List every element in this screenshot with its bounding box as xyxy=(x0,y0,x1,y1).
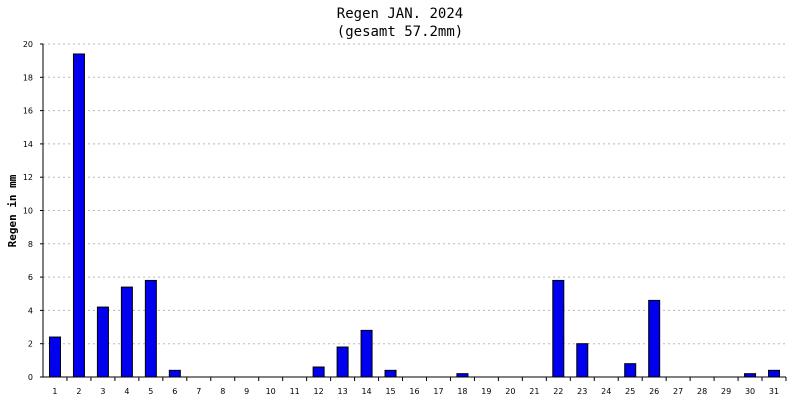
x-tick-label: 10 xyxy=(266,387,276,396)
y-tick-labels: 0 2 4 6 8 10 12 14 16 18 20 xyxy=(23,40,33,382)
x-tick-label: 24 xyxy=(601,387,611,396)
x-tick-labels: 1 2 3 4 5 6 7 8 9 10 11 12 13 14 15 16 17 18 19 20 21 22 23 24 2… xyxy=(52,387,779,396)
x-tick-label: 16 xyxy=(409,387,419,396)
bar xyxy=(552,279,565,378)
x-tick-label: 27 xyxy=(673,387,683,396)
x-tick-label: 13 xyxy=(338,387,348,396)
x-tick-label: 14 xyxy=(361,387,371,396)
bar xyxy=(384,369,397,378)
y-tick-label: 6 xyxy=(28,273,33,282)
y-tick-label: 12 xyxy=(23,173,33,182)
y-tick-label: 16 xyxy=(23,107,33,116)
y-tick-label: 20 xyxy=(23,40,33,49)
bar xyxy=(336,346,349,378)
bar xyxy=(576,343,589,378)
x-tick-label: 1 xyxy=(52,387,57,396)
x-tick-label: 4 xyxy=(124,387,129,396)
x-tick-label: 12 xyxy=(314,387,324,396)
bar xyxy=(48,336,61,378)
bar xyxy=(96,306,109,378)
x-tick-label: 30 xyxy=(745,387,755,396)
x-tick-label: 6 xyxy=(172,387,177,396)
chart-title: Regen JAN. 2024 xyxy=(337,6,463,22)
bar xyxy=(168,369,181,378)
grid-lines xyxy=(43,43,786,345)
x-tick-label: 29 xyxy=(721,387,731,396)
x-tick-label: 21 xyxy=(529,387,539,396)
bar xyxy=(72,53,85,378)
bar xyxy=(144,279,157,378)
y-tick-label: 14 xyxy=(23,140,33,149)
bar xyxy=(648,299,661,378)
bar xyxy=(624,363,637,378)
x-tick-label: 15 xyxy=(385,387,395,396)
x-tick-label: 26 xyxy=(649,387,659,396)
y-tick-label: 8 xyxy=(28,240,33,249)
axes xyxy=(40,43,787,381)
x-tick-label: 31 xyxy=(769,387,779,396)
bar xyxy=(768,369,781,378)
x-tick-label: 25 xyxy=(625,387,635,396)
x-tick-label: 28 xyxy=(697,387,707,396)
x-tick-label: 18 xyxy=(457,387,467,396)
y-tick-label: 2 xyxy=(28,340,33,349)
y-tick-label: 0 xyxy=(28,373,33,382)
x-tick-label: 20 xyxy=(505,387,515,396)
x-tick-label: 19 xyxy=(481,387,491,396)
y-axis-label: Regen in mm xyxy=(6,174,19,247)
x-tick-label: 2 xyxy=(76,387,81,396)
x-tick-label: 11 xyxy=(290,387,300,396)
x-tick-label: 7 xyxy=(196,387,201,396)
x-tick-label: 23 xyxy=(577,387,587,396)
y-tick-label: 18 xyxy=(23,73,33,82)
bar xyxy=(312,366,325,378)
x-tick-label: 5 xyxy=(148,387,153,396)
bar xyxy=(360,329,373,378)
bar xyxy=(120,286,133,378)
x-tick-label: 3 xyxy=(100,387,105,396)
y-tick-label: 10 xyxy=(23,207,33,216)
x-tick-label: 22 xyxy=(553,387,563,396)
x-tick-label: 9 xyxy=(244,387,249,396)
bars xyxy=(48,53,781,378)
x-tick-label: 8 xyxy=(220,387,225,396)
x-tick-label: 17 xyxy=(433,387,443,396)
chart-subtitle: (gesamt 57.2mm) xyxy=(337,24,463,40)
y-tick-label: 4 xyxy=(28,306,33,315)
